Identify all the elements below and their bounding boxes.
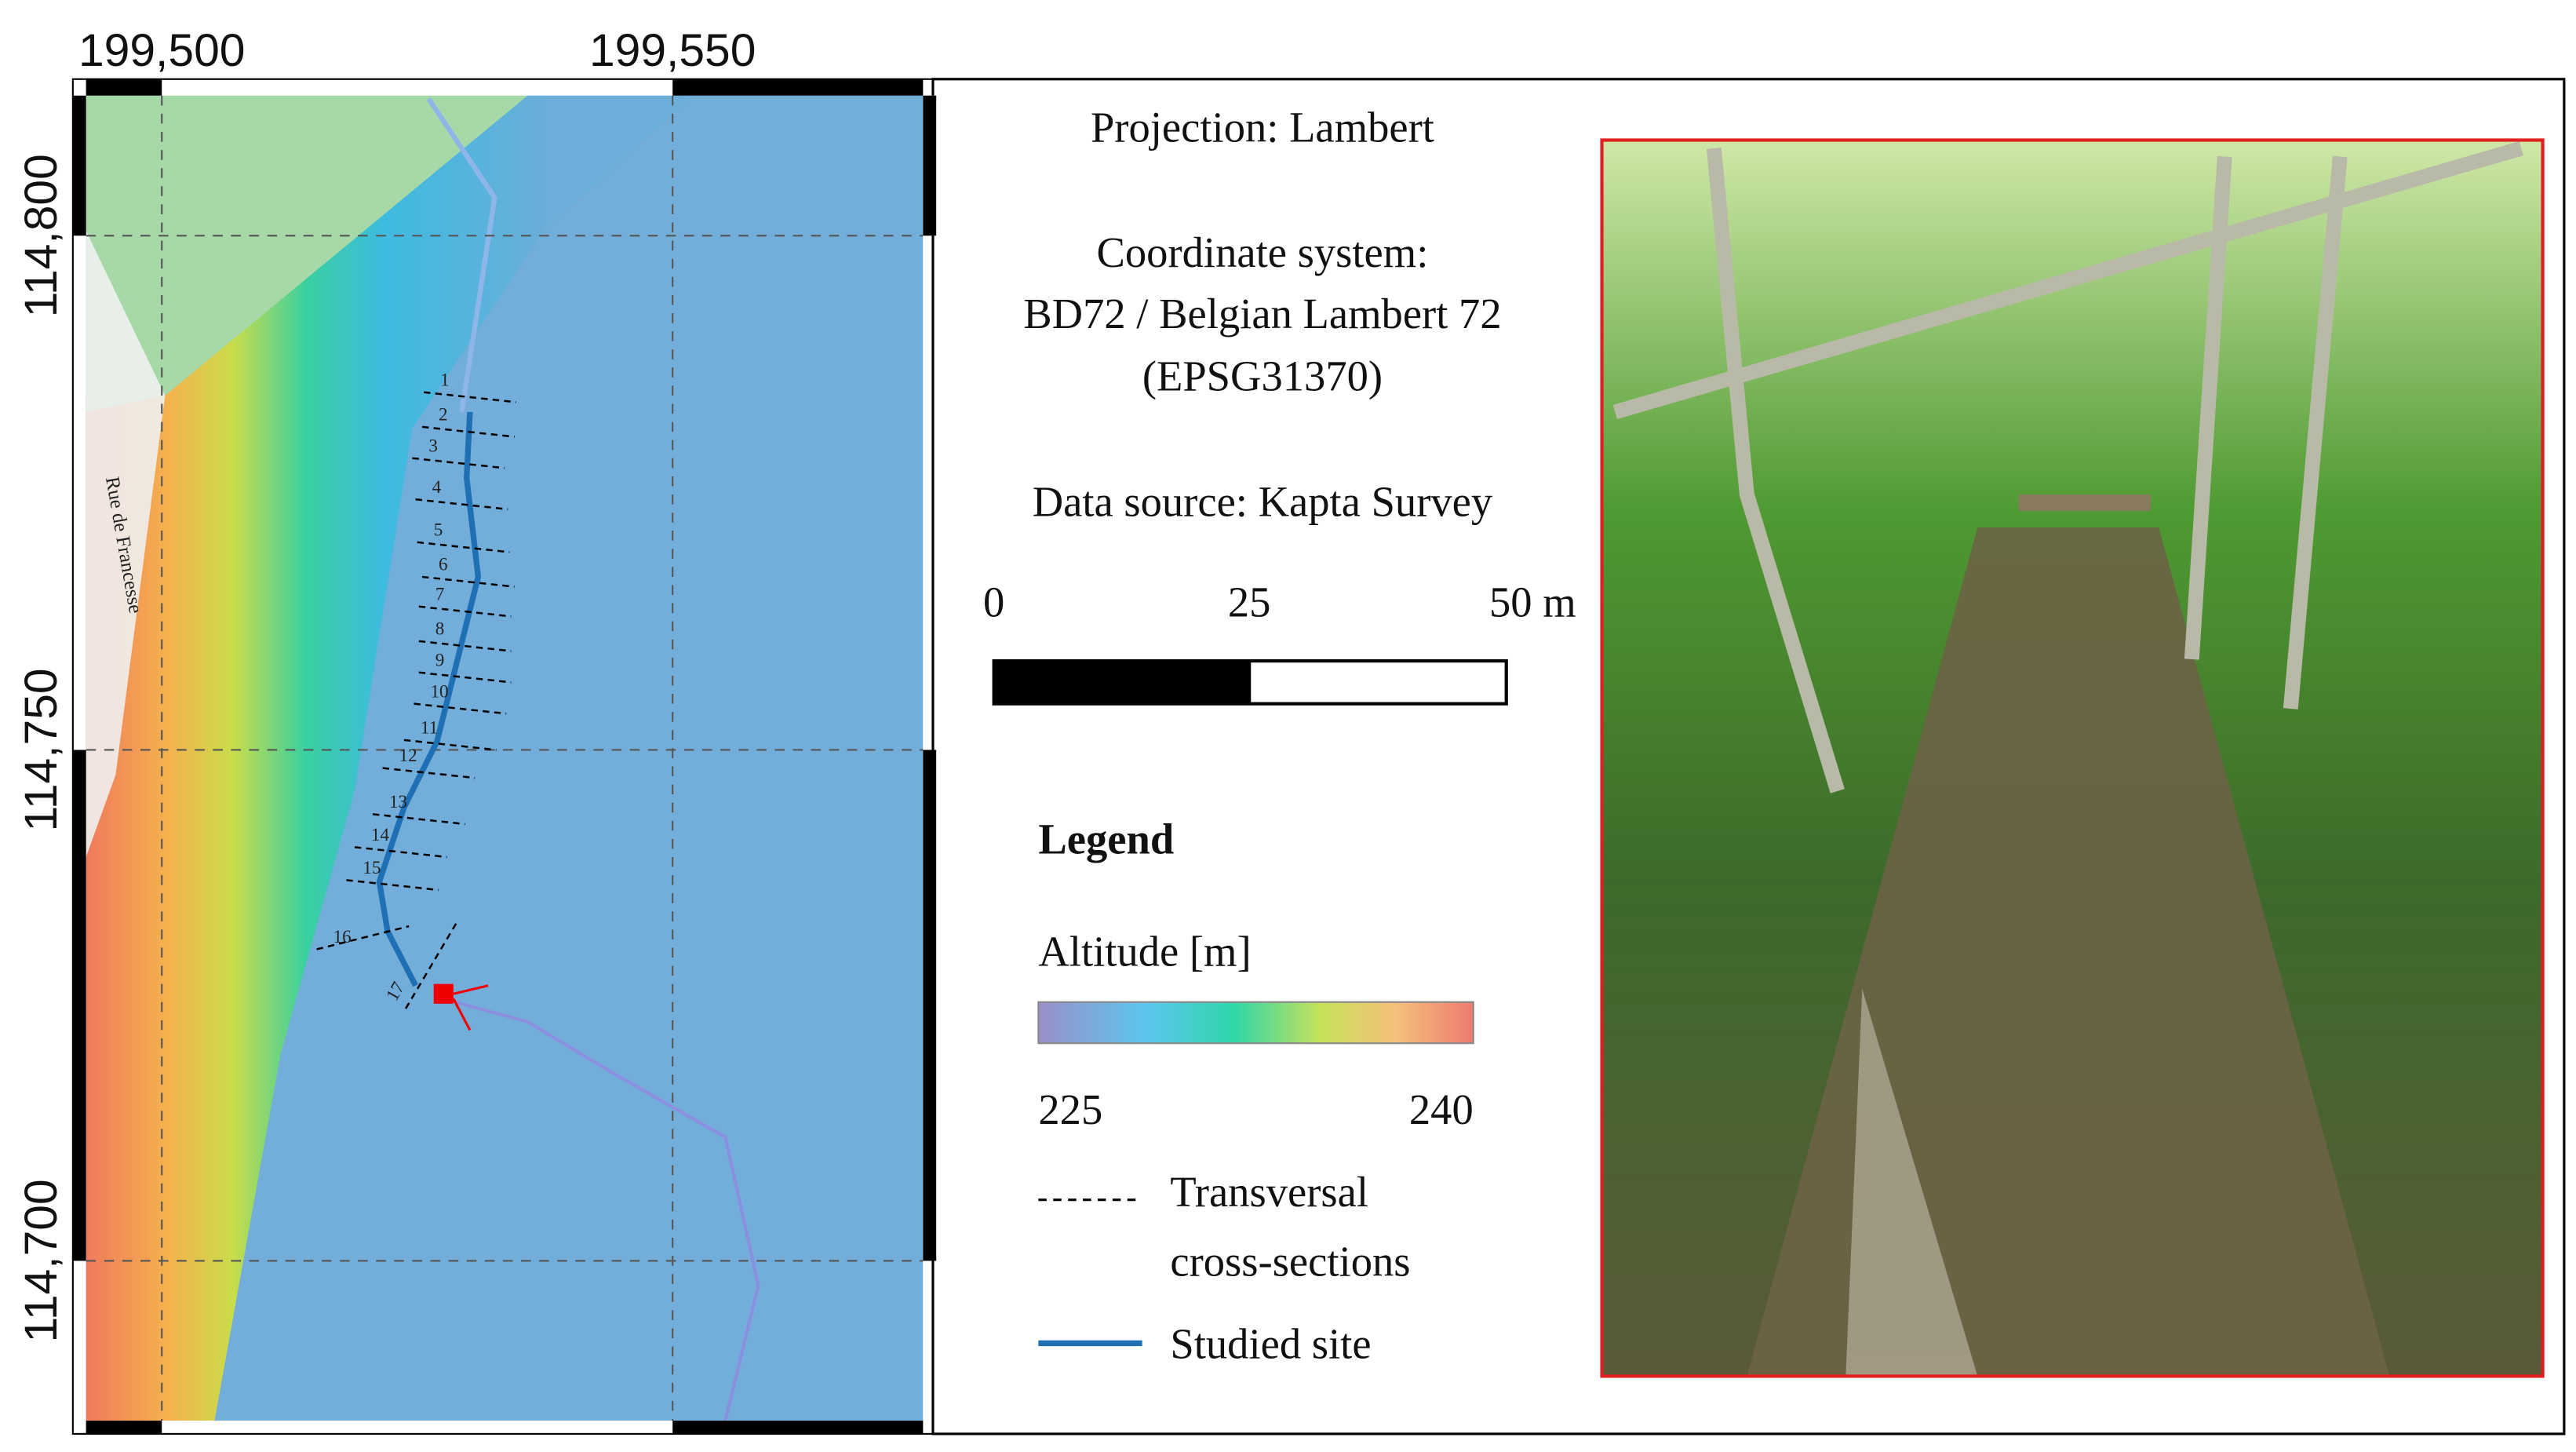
x-label: 199,550 xyxy=(589,25,756,76)
x-label: 199,500 xyxy=(78,25,245,76)
y-label: 114,750 xyxy=(16,668,67,831)
cross-section xyxy=(418,671,512,684)
legend-label: Studied site xyxy=(1170,1319,1371,1367)
cross-section xyxy=(414,702,507,715)
cross-section xyxy=(415,498,508,511)
scale-label: 50 m xyxy=(1489,578,1576,626)
section-label: 11 xyxy=(421,717,438,737)
legend-label: cross-sections xyxy=(1170,1237,1410,1285)
studied-site xyxy=(376,411,482,987)
section-label: 8 xyxy=(435,618,445,638)
cross-section xyxy=(418,640,512,652)
projection: Projection: Lambert xyxy=(1091,104,1434,151)
scale-label: 25 xyxy=(1228,578,1271,626)
altitude-ramp xyxy=(1037,1001,1474,1045)
cross-section xyxy=(346,879,439,892)
coordinate-system: (EPSG31370) xyxy=(1142,352,1383,400)
section-label: 5 xyxy=(434,519,443,539)
cross-section xyxy=(412,457,505,469)
cross-section xyxy=(417,541,510,553)
section-label: 1 xyxy=(440,369,450,389)
section-label: 2 xyxy=(439,403,448,424)
section-label: 16 xyxy=(333,926,352,947)
altitude-title: Altitude [m] xyxy=(1038,928,1251,976)
section-label: 9 xyxy=(435,649,445,669)
cross-section xyxy=(423,391,516,403)
altitude-max: 240 xyxy=(1409,1085,1474,1133)
marker xyxy=(433,983,454,1004)
section-label: 3 xyxy=(428,435,438,455)
section-label: 15 xyxy=(363,857,381,877)
section-label: 4 xyxy=(432,476,442,497)
y-label: 114,700 xyxy=(16,1179,67,1342)
cross-section xyxy=(421,425,515,438)
cross-section xyxy=(418,605,512,618)
section-label: 14 xyxy=(371,824,390,845)
altitude-min: 225 xyxy=(1038,1085,1102,1133)
section-label: 10 xyxy=(431,680,449,701)
scale-label: 0 xyxy=(983,578,1004,626)
coordinate-system: BD72 / Belgian Lambert 72 xyxy=(1023,290,1501,337)
cross-section xyxy=(421,575,515,588)
coordinate-system: Coordinate system: xyxy=(1096,228,1428,276)
section-label: 6 xyxy=(439,554,448,575)
cross-section xyxy=(354,846,447,859)
data-source: Data source: Kapta Survey xyxy=(1033,477,1493,525)
legend-title: Legend xyxy=(1038,815,1174,863)
grid xyxy=(86,95,924,1421)
cross-section xyxy=(372,813,465,826)
cross-section xyxy=(403,739,497,751)
photo xyxy=(1600,138,2545,1378)
cross-section xyxy=(382,767,475,779)
cross-section xyxy=(316,925,410,950)
y-label: 114,800 xyxy=(16,154,67,317)
cross-section xyxy=(404,919,460,1009)
section-label: 7 xyxy=(435,583,445,604)
section-label: 12 xyxy=(399,745,417,765)
section-label: 13 xyxy=(389,791,407,812)
legend-label: Transversal xyxy=(1170,1168,1368,1216)
